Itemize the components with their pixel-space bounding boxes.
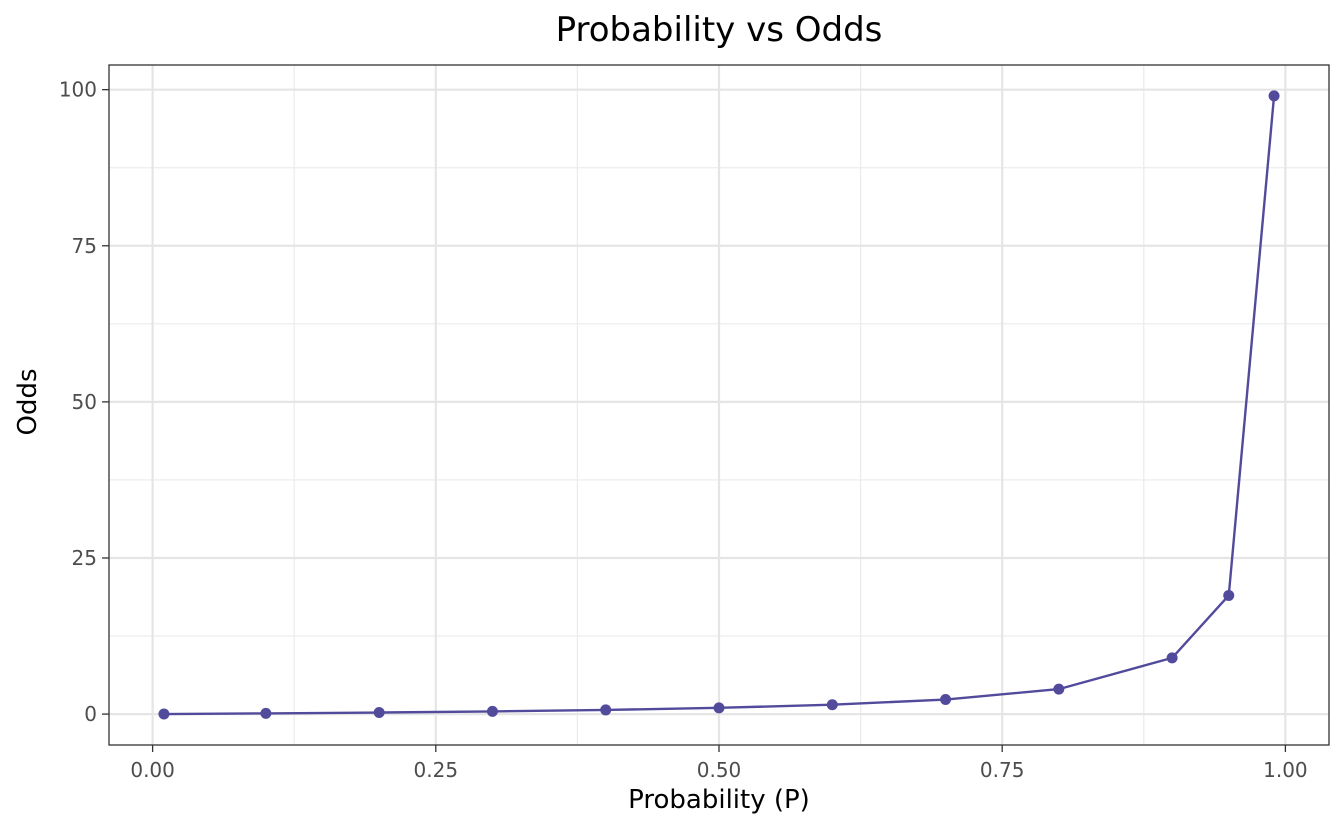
data-point bbox=[1053, 683, 1065, 695]
data-point bbox=[1268, 90, 1280, 102]
chart-title: Probability vs Odds bbox=[556, 10, 883, 50]
x-tick-label: 0.75 bbox=[980, 758, 1025, 782]
data-point bbox=[713, 702, 725, 714]
y-axis-title: Odds bbox=[13, 368, 43, 435]
x-tick-label: 1.00 bbox=[1263, 758, 1308, 782]
y-tick-label: 75 bbox=[72, 234, 97, 258]
data-point bbox=[600, 704, 612, 716]
series-layer bbox=[158, 90, 1280, 720]
data-point bbox=[826, 699, 838, 711]
data-point bbox=[1166, 652, 1178, 664]
series-line bbox=[163, 95, 1276, 716]
data-point bbox=[940, 694, 952, 706]
y-axis-ticks: 0 25 50 75 100 bbox=[59, 78, 109, 726]
grid-major bbox=[109, 65, 1329, 745]
data-point bbox=[260, 707, 272, 719]
y-tick-label: 100 bbox=[59, 78, 97, 102]
data-point bbox=[158, 708, 170, 720]
data-point bbox=[1223, 589, 1235, 601]
data-point bbox=[373, 707, 385, 719]
x-axis-title: Probability (P) bbox=[628, 785, 810, 815]
data-point bbox=[486, 705, 498, 717]
x-tick-label: 0.50 bbox=[697, 758, 742, 782]
y-tick-label: 0 bbox=[84, 702, 97, 726]
y-tick-label: 25 bbox=[72, 546, 97, 570]
x-tick-label: 0.00 bbox=[130, 758, 175, 782]
x-tick-label: 0.25 bbox=[414, 758, 459, 782]
x-axis-ticks: 0.00 0.25 0.50 0.75 1.00 bbox=[130, 745, 1308, 782]
y-tick-label: 50 bbox=[72, 390, 97, 414]
